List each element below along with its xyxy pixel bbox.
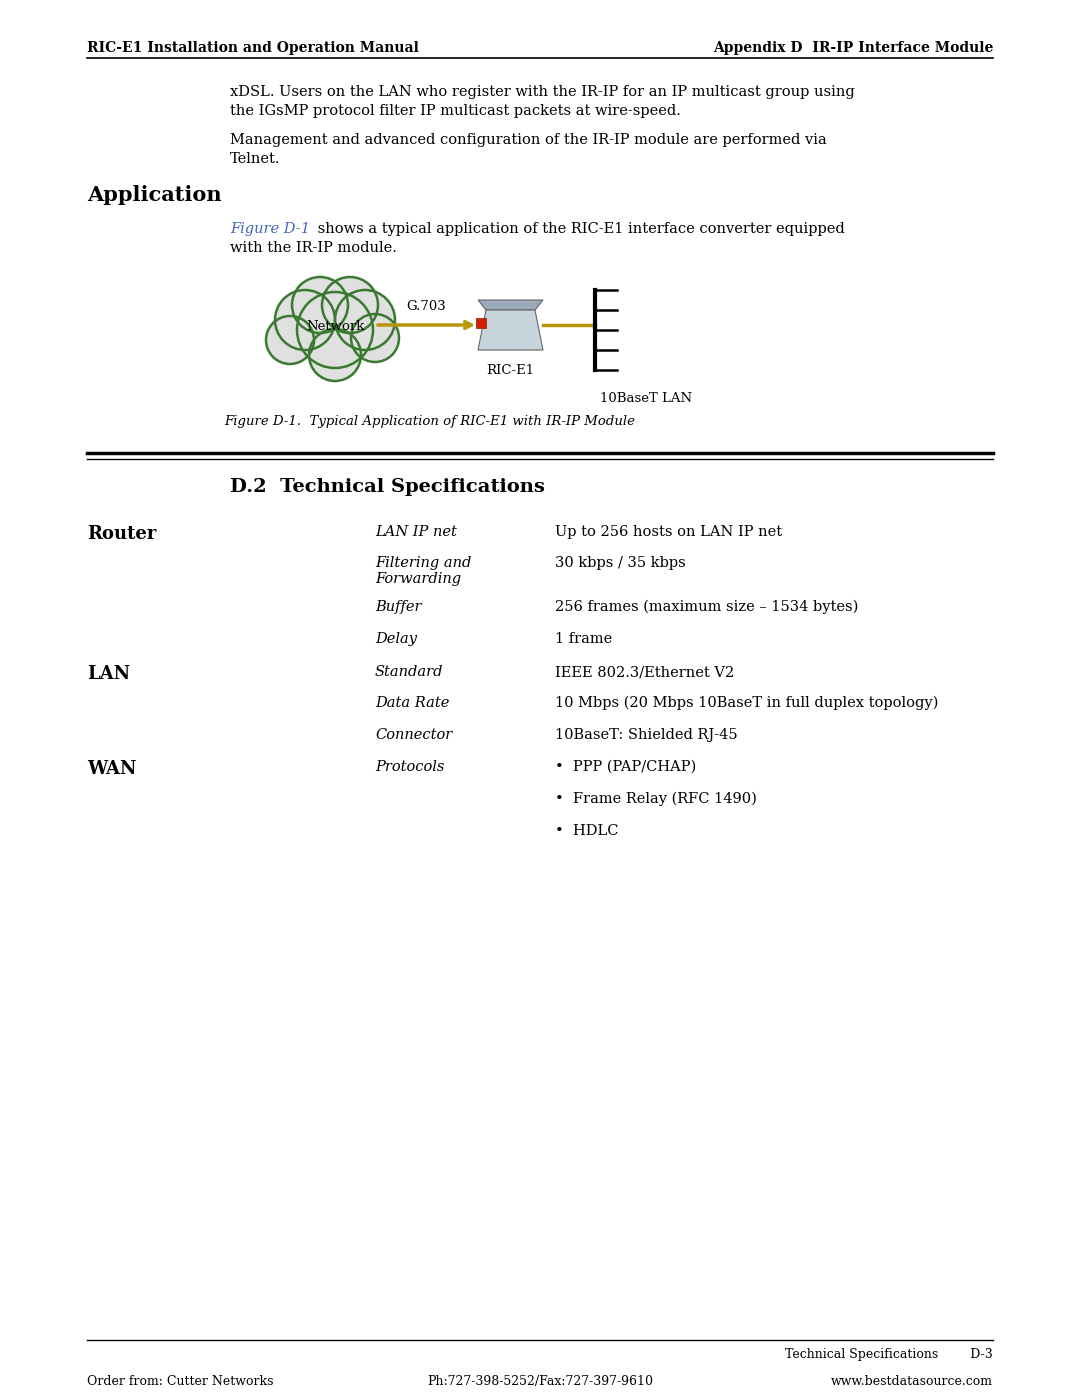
Text: •  HDLC: • HDLC — [555, 824, 619, 838]
Circle shape — [266, 316, 314, 365]
Text: Network: Network — [306, 320, 364, 334]
Text: LAN IP net: LAN IP net — [375, 525, 457, 539]
Circle shape — [335, 291, 395, 351]
Text: Appendix D  IR-IP Interface Module: Appendix D IR-IP Interface Module — [713, 41, 993, 54]
Text: 1 frame: 1 frame — [555, 631, 612, 645]
Text: Figure D-1.  Typical Application of RIC-E1 with IR-IP Module: Figure D-1. Typical Application of RIC-E… — [225, 415, 635, 427]
Text: shows a typical application of the RIC-E1 interface converter equipped: shows a typical application of the RIC-E… — [313, 222, 845, 236]
Text: Forwarding: Forwarding — [375, 571, 461, 585]
Text: 10 Mbps (20 Mbps 10BaseT in full duplex topology): 10 Mbps (20 Mbps 10BaseT in full duplex … — [555, 696, 939, 711]
Text: with the IR-IP module.: with the IR-IP module. — [230, 242, 396, 256]
Text: 256 frames (maximum size – 1534 bytes): 256 frames (maximum size – 1534 bytes) — [555, 599, 859, 615]
Text: Management and advanced configuration of the IR-IP module are performed via: Management and advanced configuration of… — [230, 133, 827, 147]
Text: Order from: Cutter Networks: Order from: Cutter Networks — [87, 1375, 273, 1389]
Text: 10BaseT: Shielded RJ-45: 10BaseT: Shielded RJ-45 — [555, 728, 738, 742]
Text: •  Frame Relay (RFC 1490): • Frame Relay (RFC 1490) — [555, 792, 757, 806]
Text: Connector: Connector — [375, 728, 453, 742]
Bar — [476, 319, 486, 328]
Text: xDSL. Users on the LAN who register with the IR-IP for an IP multicast group usi: xDSL. Users on the LAN who register with… — [230, 85, 854, 99]
Text: Up to 256 hosts on LAN IP net: Up to 256 hosts on LAN IP net — [555, 525, 782, 539]
Text: Buffer: Buffer — [375, 599, 421, 615]
Text: Delay: Delay — [375, 631, 417, 645]
Text: D.2  Technical Specifications: D.2 Technical Specifications — [230, 478, 545, 496]
Text: RIC-E1: RIC-E1 — [486, 365, 535, 377]
Text: the IGsMP protocol filter IP multicast packets at wire-speed.: the IGsMP protocol filter IP multicast p… — [230, 103, 680, 117]
Text: RIC-E1 Installation and Operation Manual: RIC-E1 Installation and Operation Manual — [87, 41, 419, 54]
Circle shape — [292, 277, 348, 332]
Circle shape — [309, 330, 361, 381]
Polygon shape — [478, 310, 543, 351]
Text: •  PPP (PAP/CHAP): • PPP (PAP/CHAP) — [555, 760, 697, 774]
Text: 30 kbps / 35 kbps: 30 kbps / 35 kbps — [555, 556, 686, 570]
Circle shape — [275, 291, 335, 351]
Text: Figure D-1: Figure D-1 — [230, 222, 310, 236]
Text: Telnet.: Telnet. — [230, 152, 281, 166]
Text: WAN: WAN — [87, 760, 136, 778]
Text: Application: Application — [87, 184, 221, 205]
Text: Filtering and: Filtering and — [375, 556, 471, 570]
Circle shape — [303, 293, 367, 358]
Text: Ph:727-398-5252/Fax:727-397-9610: Ph:727-398-5252/Fax:727-397-9610 — [427, 1375, 653, 1389]
Text: IEEE 802.3/Ethernet V2: IEEE 802.3/Ethernet V2 — [555, 665, 734, 679]
Polygon shape — [478, 300, 543, 310]
Circle shape — [351, 314, 399, 362]
Circle shape — [322, 277, 378, 332]
Text: Technical Specifications        D-3: Technical Specifications D-3 — [785, 1348, 993, 1361]
Text: Router: Router — [87, 525, 157, 543]
Text: G.703: G.703 — [406, 300, 446, 313]
Text: 10BaseT LAN: 10BaseT LAN — [600, 393, 692, 405]
Text: Standard: Standard — [375, 665, 444, 679]
Text: Data Rate: Data Rate — [375, 696, 449, 710]
Text: LAN: LAN — [87, 665, 131, 683]
Circle shape — [297, 292, 373, 367]
Text: Protocols: Protocols — [375, 760, 444, 774]
Text: www.bestdatasource.com: www.bestdatasource.com — [831, 1375, 993, 1389]
